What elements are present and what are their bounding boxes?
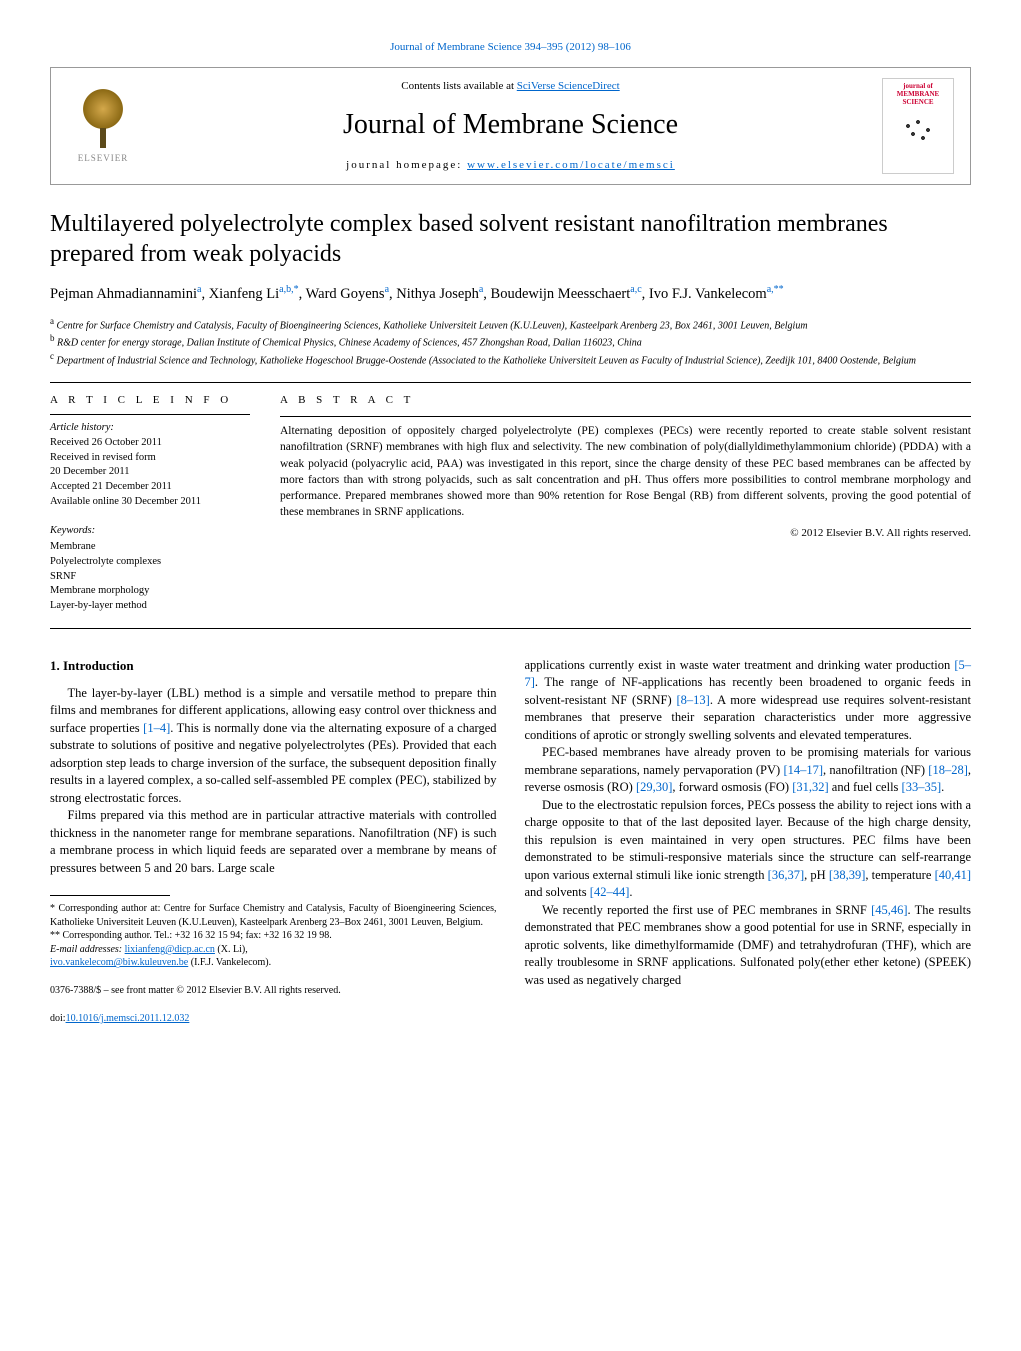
citation-link[interactable]: [42–44] — [590, 885, 630, 899]
rule-above-meta — [50, 382, 971, 383]
abstract-text: Alternating deposition of oppositely cha… — [280, 423, 971, 520]
citation-link[interactable]: [31,32] — [792, 780, 828, 794]
front-matter-line: 0376-7388/$ – see front matter © 2012 El… — [50, 984, 497, 998]
footnote-corresponding-1: * Corresponding author at: Centre for Su… — [50, 902, 497, 929]
affiliation-b: b R&D center for energy storage, Dalian … — [50, 332, 971, 350]
cover-art-icon — [893, 110, 943, 150]
intro-para-5: We recently reported the first use of PE… — [525, 902, 972, 990]
citation-link[interactable]: [29,30] — [636, 780, 672, 794]
keyword: Polyelectrolyte complexes — [50, 555, 250, 570]
citation-link[interactable]: [18–28] — [928, 763, 968, 777]
journal-homepage-line: journal homepage: www.elsevier.com/locat… — [139, 158, 882, 173]
keyword: SRNF — [50, 570, 250, 585]
intro-para-3: PEC-based membranes have already proven … — [525, 744, 972, 797]
elsevier-label: ELSEVIER — [78, 152, 129, 165]
footnote-separator — [50, 895, 170, 896]
section-heading-intro: 1. Introduction — [50, 657, 497, 675]
info-rule — [50, 414, 250, 415]
top-citation[interactable]: Journal of Membrane Science 394–395 (201… — [50, 40, 971, 55]
history-revised-2: 20 December 2011 — [50, 465, 250, 480]
body-column-right: applications currently exist in waste wa… — [525, 657, 972, 1026]
journal-title: Journal of Membrane Science — [139, 105, 882, 144]
authors-line: Pejman Ahmadiannaminia, Xianfeng Lia,b,*… — [50, 283, 971, 304]
intro-para-2: Films prepared via this method are in pa… — [50, 807, 497, 877]
elsevier-logo: ELSEVIER — [67, 82, 139, 170]
contents-available-line: Contents lists available at SciVerse Sci… — [139, 79, 882, 94]
homepage-prefix: journal homepage: — [346, 159, 467, 171]
footnote-corresponding-2: ** Corresponding author. Tel.: +32 16 32… — [50, 929, 497, 943]
intro-para-1: The layer-by-layer (LBL) method is a sim… — [50, 685, 497, 808]
journal-homepage-link[interactable]: www.elsevier.com/locate/memsci — [467, 159, 675, 171]
article-info-column: A R T I C L E I N F O Article history: R… — [50, 393, 250, 614]
affiliation-a: a Centre for Surface Chemistry and Catal… — [50, 315, 971, 333]
keyword: Membrane — [50, 540, 250, 555]
history-online: Available online 30 December 2011 — [50, 495, 250, 510]
citation-link[interactable]: [1–4] — [143, 721, 170, 735]
affiliations: a Centre for Surface Chemistry and Catal… — [50, 315, 971, 368]
citation-link[interactable]: [33–35] — [902, 780, 942, 794]
body-column-left: 1. Introduction The layer-by-layer (LBL)… — [50, 657, 497, 1026]
article-info-heading: A R T I C L E I N F O — [50, 393, 250, 408]
doi-link[interactable]: 10.1016/j.memsci.2011.12.032 — [66, 1013, 190, 1024]
abstract-copyright: © 2012 Elsevier B.V. All rights reserved… — [280, 526, 971, 541]
email-link-2[interactable]: ivo.vankelecom@biw.kuleuven.be — [50, 957, 188, 968]
footnotes: * Corresponding author at: Centre for Su… — [50, 902, 497, 970]
journal-cover-thumbnail: journal of MEMBRANE SCIENCE — [882, 78, 954, 174]
intro-para-4: Due to the electrostatic repulsion force… — [525, 797, 972, 902]
history-accepted: Accepted 21 December 2011 — [50, 480, 250, 495]
doi-line: doi:10.1016/j.memsci.2011.12.032 — [50, 1012, 497, 1026]
citation-link[interactable]: [14–17] — [783, 763, 823, 777]
history-revised-1: Received in revised form — [50, 451, 250, 466]
keyword: Layer-by-layer method — [50, 599, 250, 614]
email-label: E-mail addresses: — [50, 944, 125, 955]
rule-below-meta — [50, 628, 971, 629]
citation-link[interactable]: [38,39] — [829, 868, 865, 882]
citation-link[interactable]: [8–13] — [676, 693, 709, 707]
elsevier-tree-icon — [73, 88, 133, 148]
citation-link[interactable]: [45,46] — [871, 903, 907, 917]
citation-link[interactable]: [40,41] — [935, 868, 971, 882]
abstract-rule — [280, 416, 971, 417]
sciencedirect-link[interactable]: SciVerse ScienceDirect — [517, 80, 620, 92]
history-received: Received 26 October 2011 — [50, 436, 250, 451]
intro-para-cont: applications currently exist in waste wa… — [525, 657, 972, 745]
keywords-label: Keywords: — [50, 524, 250, 539]
footnote-emails: E-mail addresses: lixianfeng@dicp.ac.cn … — [50, 943, 497, 970]
journal-header: ELSEVIER Contents lists available at Sci… — [50, 67, 971, 185]
email-link-1[interactable]: lixianfeng@dicp.ac.cn — [125, 944, 215, 955]
history-label: Article history: — [50, 421, 250, 436]
contents-prefix: Contents lists available at — [401, 80, 516, 92]
article-title: Multilayered polyelectrolyte complex bas… — [50, 209, 971, 269]
cover-title: journal of MEMBRANE SCIENCE — [887, 83, 949, 106]
keyword: Membrane morphology — [50, 584, 250, 599]
affiliation-c: c Department of Industrial Science and T… — [50, 350, 971, 368]
abstract-column: A B S T R A C T Alternating deposition o… — [280, 393, 971, 614]
citation-link[interactable]: [36,37] — [768, 868, 804, 882]
abstract-heading: A B S T R A C T — [280, 393, 971, 408]
